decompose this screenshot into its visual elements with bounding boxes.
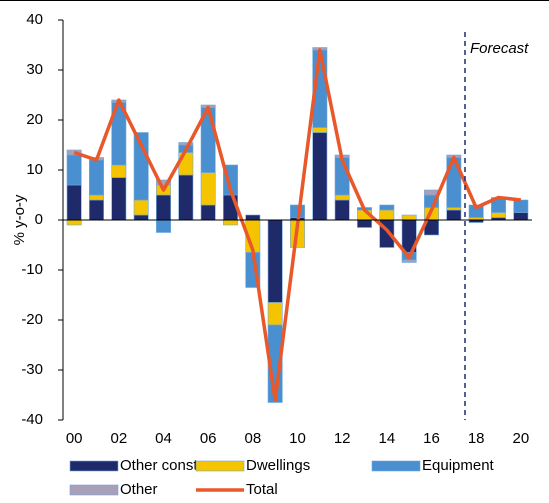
x-tick-label: 02 (110, 430, 127, 447)
bar-segment (513, 199, 529, 213)
legend-label: Total (246, 481, 278, 498)
bar-segment (89, 194, 104, 201)
legend-label: Equipment (422, 457, 495, 474)
y-tick-label: 20 (26, 111, 43, 128)
y-tick-label: -10 (21, 261, 43, 278)
bar-segment (133, 199, 149, 216)
legend-swatch (371, 460, 421, 472)
total-line (73, 48, 522, 402)
bar-segment (446, 207, 462, 211)
bar-segment (156, 179, 171, 186)
bar-segment (312, 132, 328, 221)
bar-segment (245, 214, 261, 221)
bar-segment (491, 212, 506, 218)
legend-label: Other (120, 481, 158, 498)
bar-segment (223, 219, 238, 226)
bar-segment (379, 209, 395, 221)
bar-segment (379, 204, 395, 211)
x-tick-label: 00 (66, 430, 83, 447)
x-tick-label: 18 (468, 430, 485, 447)
bar-segment (312, 127, 328, 133)
x-tick-label: 16 (423, 430, 440, 447)
legend-swatch (69, 460, 119, 472)
bar-segment (66, 219, 82, 226)
y-tick-label: 30 (26, 61, 43, 78)
bar-segment (111, 177, 127, 221)
bar-segment (401, 214, 417, 221)
y-tick-label: 0 (35, 211, 43, 228)
bar-segment (156, 219, 171, 233)
bar-segment (200, 204, 216, 221)
bar-segment (66, 154, 82, 186)
x-tick-label: 12 (334, 430, 351, 447)
y-axis-label: % y-o-y (11, 194, 28, 245)
legend-swatch (195, 460, 245, 472)
bar-segment (178, 142, 194, 146)
bar-segment (89, 199, 104, 221)
bar-segment (200, 172, 216, 206)
bar-segment (178, 174, 194, 221)
y-tick-label: 40 (26, 11, 43, 28)
bar-segment (156, 194, 171, 221)
x-tick-label: 20 (512, 430, 529, 447)
bar-segment (267, 219, 283, 303)
bar-segment (66, 184, 82, 221)
y-tick-label: -40 (21, 411, 43, 428)
bar-segment (513, 212, 529, 221)
legend-label: Other constr. (120, 457, 206, 474)
x-tick-label: 08 (244, 430, 261, 447)
y-tick-label: -30 (21, 361, 43, 378)
bar-segment (357, 219, 372, 228)
x-tick-label: 10 (289, 430, 306, 447)
bar-segment (267, 302, 283, 326)
legend-swatch (69, 484, 119, 496)
y-tick-label: 10 (26, 161, 43, 178)
legend-label: Dwellings (246, 457, 310, 474)
x-tick-label: 14 (378, 430, 395, 447)
x-tick-label: 04 (155, 430, 172, 447)
bar-segment (111, 164, 127, 178)
bar-segment (334, 194, 350, 201)
bar-segment (133, 214, 149, 221)
bar-segment (334, 199, 350, 221)
bar-segment (401, 259, 417, 263)
bar-segment (89, 159, 104, 196)
x-tick-label: 06 (200, 430, 217, 447)
y-tick-label: -20 (21, 311, 43, 328)
bar-segment (446, 209, 462, 221)
forecast-label: Forecast (470, 40, 529, 57)
